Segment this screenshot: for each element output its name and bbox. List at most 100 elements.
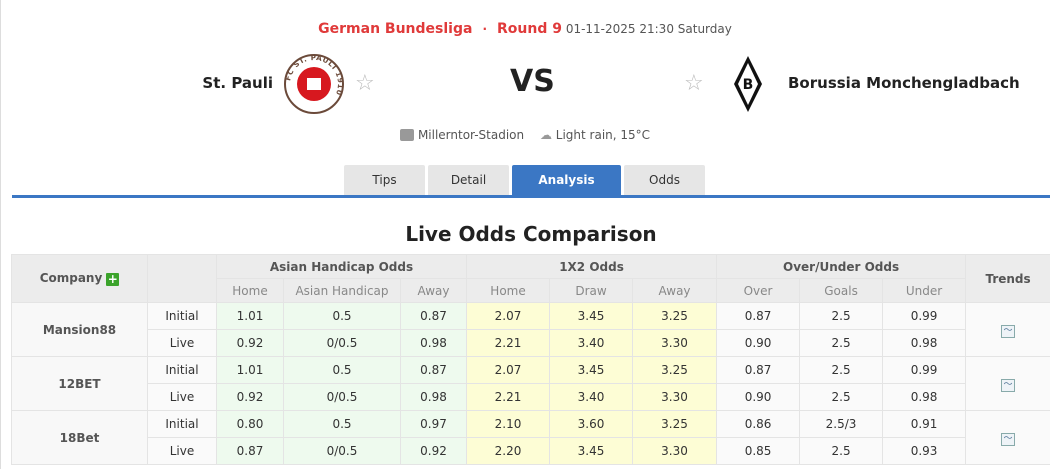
- company-name[interactable]: 12BET: [11, 356, 148, 411]
- away-team-name[interactable]: Borussia Monchengladbach: [788, 74, 1020, 92]
- odds-type: Live: [147, 437, 217, 465]
- odds-cell: 0.90: [716, 329, 801, 357]
- odds-cell: 2.07: [466, 356, 551, 384]
- odds-cell: 0.98: [399, 383, 468, 411]
- match-meta: German Bundesliga · Round 9 01-11-2025 21:…: [318, 21, 732, 37]
- stadium-icon: [399, 129, 414, 141]
- odds-cell: 3.45: [549, 302, 634, 330]
- odds-cell: 1.01: [216, 356, 284, 384]
- odds-cell: 2.5: [799, 383, 884, 411]
- table-row: 18Bet Initial 0.80 0.5 0.97 2.10 3.60 3.25 0.86 2…: [11, 410, 1050, 465]
- odds-cell: 3.45: [549, 437, 634, 465]
- table-row: Live 0.92 0/0.5 0.98 2.21 3.40 3.30 0.90 2.5 0.98: [12, 383, 1050, 411]
- home-team-logo[interactable]: FC ST. PAULI 1910: [284, 54, 344, 114]
- section-title: Live Odds Comparison: [405, 222, 657, 246]
- odds-type: Initial: [147, 410, 217, 438]
- trends-cell: 〜: [965, 356, 1050, 411]
- trend-chart-icon[interactable]: 〜: [1001, 378, 1016, 392]
- odds-cell: 0.97: [399, 410, 468, 438]
- tab-analysis[interactable]: Analysis: [512, 165, 621, 195]
- company-name[interactable]: Mansion88: [11, 302, 148, 357]
- trends-header: Trends: [965, 254, 1050, 303]
- odds-cell: 2.5: [799, 329, 884, 357]
- odds-cell: 0.86: [716, 410, 801, 438]
- odds-cell: 0.87: [216, 437, 284, 465]
- odds-cell: 0.5: [283, 356, 401, 384]
- odds-cell: 3.25: [632, 410, 718, 438]
- odds-cell: 3.30: [632, 383, 718, 411]
- table-row: Live 0.87 0/0.5 0.92 2.20 3.45 3.30 0.85 2.5 0.93: [12, 437, 1050, 465]
- odds-cell: 0.92: [399, 437, 468, 465]
- odds-type: Initial: [147, 356, 217, 384]
- subheader-goals: Goals: [799, 278, 884, 303]
- weather: Light rain, 15°C: [555, 128, 651, 142]
- subheader-away: Away: [632, 278, 718, 303]
- subheader-asian-handicap: Asian Handicap: [283, 278, 401, 303]
- tab-odds[interactable]: Odds: [624, 165, 705, 195]
- subheader-over: Over: [716, 278, 801, 303]
- away-logo-letter: B: [743, 77, 754, 93]
- subheader-draw: Draw: [549, 278, 634, 303]
- odds-table: Company + Asian Handicap Odds 1X2 Odds Ov…: [11, 254, 1050, 465]
- odds-cell: 0/0.5: [283, 383, 401, 411]
- add-company-plus-icon[interactable]: +: [106, 272, 120, 286]
- odds-cell: 0.92: [216, 329, 284, 357]
- odds-cell: 0.87: [399, 302, 468, 330]
- company-name[interactable]: 18Bet: [11, 410, 148, 465]
- odds-cell: 0.92: [216, 383, 284, 411]
- odds-cell: 0.87: [716, 356, 801, 384]
- round: Round 9: [497, 21, 562, 37]
- asian-handicap-header: Asian Handicap Odds: [215, 254, 468, 279]
- away-team-logo[interactable]: B: [718, 54, 778, 114]
- table-row: Live 0.92 0/0.5 0.98 2.21 3.40 3.30 0.90 2.5 0.98: [12, 329, 1050, 357]
- table-row: 12BET Initial 1.01 0.5 0.87 2.07 3.45 3.25 0.87 2…: [11, 356, 1050, 411]
- odds-cell: 2.10: [466, 410, 551, 438]
- odds-cell: 0.5: [283, 302, 401, 330]
- odds-cell: 3.60: [549, 410, 634, 438]
- odds-cell: 0.87: [399, 356, 468, 384]
- odds-cell: 0.98: [882, 329, 967, 357]
- venue-info: Millerntor-Stadion ☁ Light rain, 15°C: [0, 128, 1050, 142]
- league-name[interactable]: German Bundesliga: [318, 21, 473, 37]
- tab-bar: Tips Detail Analysis Odds: [344, 165, 705, 195]
- odds-type: Live: [147, 383, 217, 411]
- odds-cell: 0.90: [716, 383, 801, 411]
- home-favorite-star-icon[interactable]: ☆: [355, 71, 375, 96]
- tab-tips[interactable]: Tips: [344, 165, 425, 195]
- company-header: Company +: [11, 254, 148, 303]
- odds-cell: 0.87: [716, 302, 801, 330]
- vs-label: VS: [510, 64, 555, 99]
- trends-cell: 〜: [965, 410, 1050, 465]
- odds-cell: 3.40: [549, 383, 634, 411]
- odds-cell: 0.93: [882, 437, 967, 465]
- over-under-header: Over/Under Odds: [716, 254, 967, 279]
- away-favorite-star-icon[interactable]: ☆: [684, 71, 704, 96]
- odds-cell: 0.99: [882, 356, 967, 384]
- odds-cell: 2.5: [799, 302, 884, 330]
- weather-cloud-icon: ☁: [539, 128, 552, 142]
- subheader-away: Away: [399, 278, 468, 303]
- tab-detail[interactable]: Detail: [428, 165, 509, 195]
- tab-underline: [12, 195, 1050, 198]
- odds-cell: 2.21: [466, 329, 551, 357]
- odds-cell: 3.25: [632, 356, 718, 384]
- venue-name: Millerntor-Stadion: [417, 128, 525, 142]
- odds-cell: 0.5: [283, 410, 401, 438]
- trend-chart-icon[interactable]: 〜: [1001, 432, 1016, 446]
- odds-cell: 0.98: [399, 329, 468, 357]
- home-team-name[interactable]: St. Pauli: [202, 74, 273, 92]
- odds-type: Live: [147, 329, 217, 357]
- odds-cell: 2.20: [466, 437, 551, 465]
- odds-cell: 2.21: [466, 383, 551, 411]
- 1x2-header: 1X2 Odds: [466, 254, 718, 279]
- trend-chart-icon[interactable]: 〜: [1001, 324, 1016, 338]
- odds-cell: 2.5: [799, 356, 884, 384]
- odds-cell: 2.5/3: [799, 410, 884, 438]
- subheader-home: Home: [466, 278, 551, 303]
- trends-cell: 〜: [965, 302, 1050, 357]
- odds-cell: 0.85: [716, 437, 801, 465]
- odds-cell: 2.07: [466, 302, 551, 330]
- odds-cell: 0.80: [216, 410, 284, 438]
- odds-cell: 0.98: [882, 383, 967, 411]
